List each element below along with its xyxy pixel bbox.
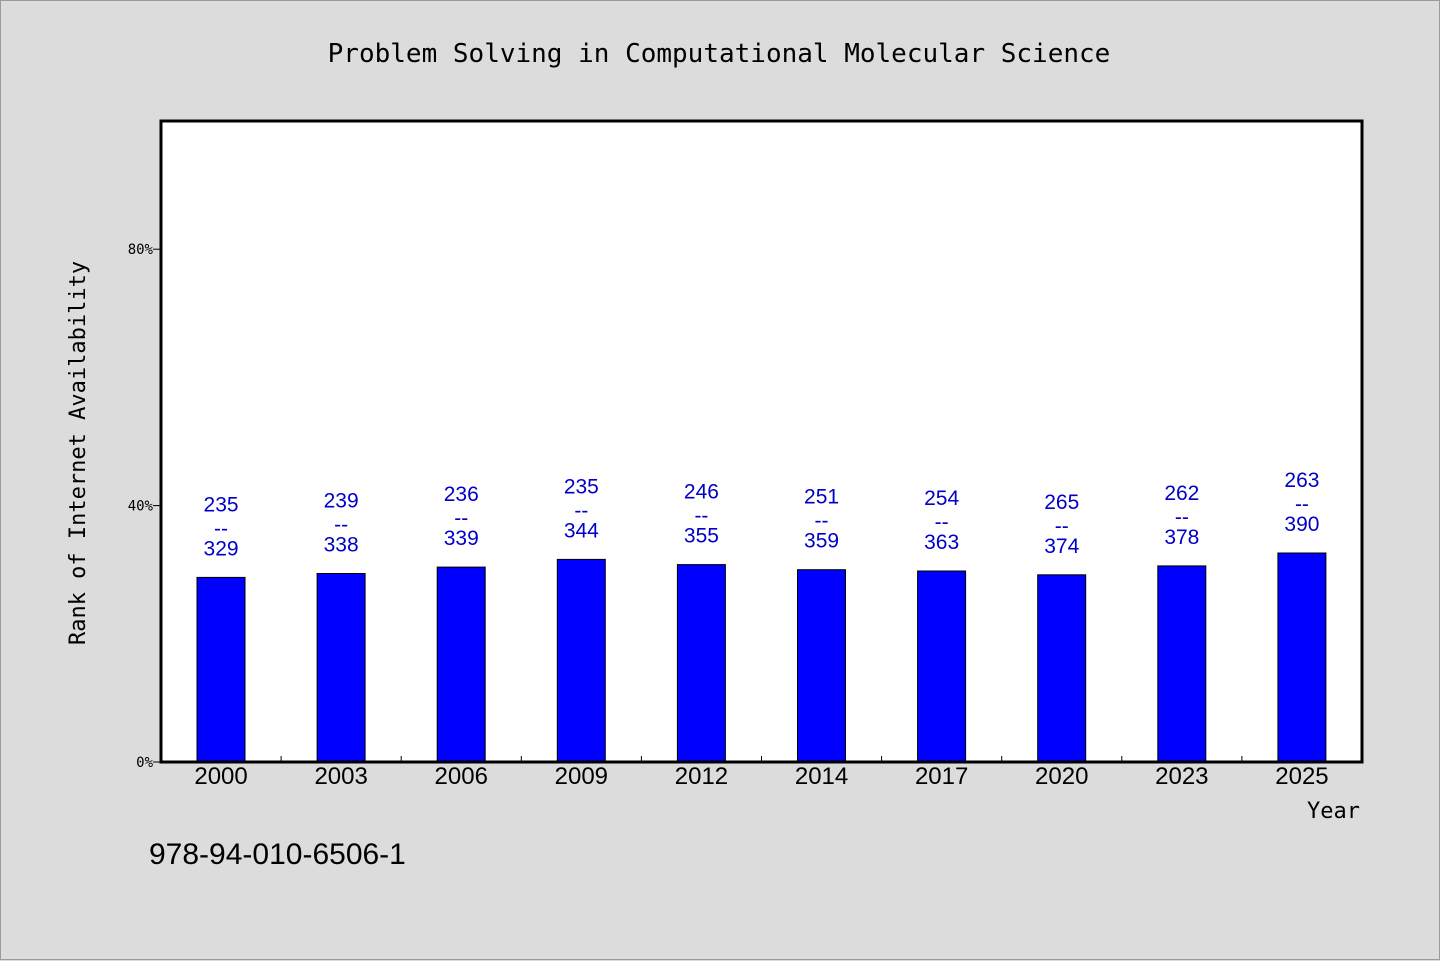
x-tick-label-2020: 2020 — [1035, 763, 1088, 790]
bar-2014 — [797, 569, 846, 763]
data-label-2017-low: 254 — [924, 487, 959, 510]
data-label-2025-low: 263 — [1284, 469, 1319, 492]
data-label-2025-sep: -- — [1295, 493, 1309, 516]
data-label-2014-high: 359 — [804, 530, 839, 553]
bar-2020 — [1037, 574, 1087, 763]
data-label-2003-sep: -- — [334, 514, 348, 537]
bar-2023 — [1157, 565, 1207, 763]
data-label-2017-sep: -- — [935, 511, 949, 534]
data-label-2023-high: 378 — [1164, 526, 1199, 549]
x-tick-label-2017: 2017 — [915, 763, 968, 790]
data-label-2017-high: 363 — [924, 531, 959, 554]
y-axis-label: Rank of Internet Availability — [66, 261, 91, 645]
data-label-2023-sep: -- — [1175, 506, 1189, 529]
bar-2006 — [436, 566, 486, 763]
data-label-2020-high: 374 — [1044, 535, 1079, 558]
bar-2017 — [917, 570, 967, 763]
x-tick-label-2023: 2023 — [1155, 763, 1208, 790]
x-tick-label-2000: 2000 — [194, 763, 247, 790]
bar-2000 — [196, 576, 246, 763]
data-label-2003-low: 239 — [324, 490, 359, 513]
data-label-2000-low: 235 — [204, 493, 239, 516]
x-tick-label-2003: 2003 — [314, 763, 367, 790]
data-label-2006-sep: -- — [454, 507, 468, 530]
data-label-2012-low: 246 — [684, 481, 719, 504]
data-label-2020-sep: -- — [1055, 515, 1069, 538]
data-label-2014-low: 251 — [804, 486, 839, 509]
data-label-2023-low: 262 — [1164, 482, 1199, 505]
x-axis: 2000 2003 2006 2009 2012 2014 2017 2020 2023 2025 — [194, 756, 1329, 790]
data-label-2020-low: 265 — [1044, 491, 1079, 514]
data-label-2006-high: 339 — [444, 527, 479, 550]
data-label-2009-sep: -- — [574, 499, 588, 522]
data-label-2025-high: 390 — [1284, 513, 1319, 536]
x-tick-label-2025: 2025 — [1275, 763, 1328, 790]
bar-2012 — [676, 564, 726, 763]
data-label-2003-high: 338 — [324, 534, 359, 557]
x-tick-label-2012: 2012 — [675, 763, 728, 790]
x-tick-label-2014: 2014 — [795, 763, 848, 790]
data-label-2000-high: 329 — [204, 537, 239, 560]
data-label-2009-high: 344 — [564, 519, 599, 542]
data-label-2012-high: 355 — [684, 525, 719, 548]
data-label-2000-sep: -- — [214, 517, 228, 540]
bar-2009 — [556, 558, 606, 763]
y-axis: 0% 40% 80% — [128, 242, 161, 771]
data-label-2012-sep: -- — [694, 505, 708, 528]
data-labels-layer: 329--235338--239339--236344--235355--246… — [204, 469, 1320, 560]
data-label-2014-sep: -- — [815, 510, 829, 533]
bars-layer — [196, 552, 1327, 763]
bar-2003 — [316, 573, 366, 763]
bar-2025 — [1277, 552, 1327, 763]
isbn-text: 978-94-010-6506-1 — [149, 838, 406, 871]
chart-title: Problem Solving in Computational Molecul… — [328, 39, 1111, 69]
data-label-2006-low: 236 — [444, 483, 479, 506]
x-axis-label: Year — [1307, 799, 1360, 824]
x-tick-label-2009: 2009 — [555, 763, 608, 790]
y-tick-label: 0% — [136, 755, 153, 771]
y-tick-label: 80% — [128, 242, 154, 258]
x-tick-label-2006: 2006 — [435, 763, 488, 790]
data-label-2009-low: 235 — [564, 475, 599, 498]
y-tick-label: 40% — [128, 499, 154, 515]
